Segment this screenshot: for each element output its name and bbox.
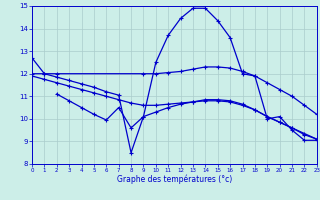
- X-axis label: Graphe des températures (°c): Graphe des températures (°c): [117, 175, 232, 184]
